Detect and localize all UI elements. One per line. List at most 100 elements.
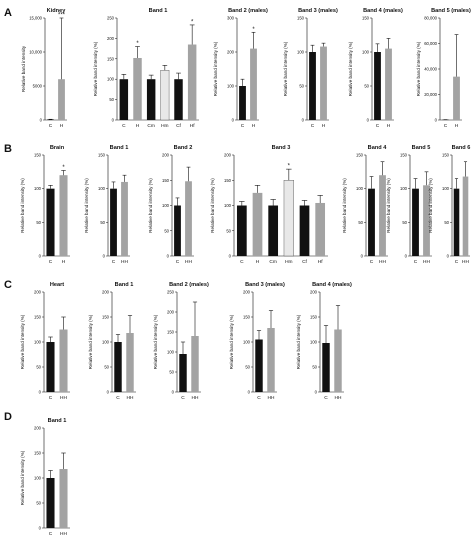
y-tick-label: 100 — [102, 340, 110, 345]
panel-letter-b: B — [4, 143, 12, 155]
chart-13: Heart Relative band intensity (%) 0 50 100 15… — [20, 282, 70, 401]
bar — [255, 339, 263, 392]
chart-title: Band 6 — [452, 145, 471, 151]
y-tick-label: 100 — [227, 84, 235, 89]
category-label: Cm — [269, 259, 276, 265]
y-axis-label: Relative band intensity (%) — [229, 314, 234, 369]
chart-14: Band 1 Relative band intensity (%) 0 50 100 1… — [88, 282, 136, 401]
y-axis-label: Relative band intensity (%) — [20, 450, 25, 505]
category-label: C — [122, 123, 126, 129]
bar — [315, 202, 326, 256]
category-label: H — [387, 123, 391, 129]
y-tick-label: 200 — [107, 36, 115, 41]
bar — [59, 175, 68, 256]
y-tick-label: 150 — [98, 153, 106, 158]
chart-17: Band 4 (males) Relative band intensity (%… — [296, 282, 352, 401]
category-label: Hf — [318, 259, 323, 265]
significance-annotation: * — [136, 41, 139, 47]
category-label: Cf — [176, 123, 181, 129]
bar — [59, 329, 68, 392]
bar — [239, 86, 246, 120]
chart-18: Band 1 Relative band intensity (%) 0 50 100 1… — [20, 418, 70, 537]
chart-title: Band 5 (males) — [431, 8, 471, 14]
category-label: H — [136, 123, 140, 129]
y-axis-label: Relative band intensity (%) — [428, 178, 433, 233]
bar — [58, 79, 65, 120]
category-label: HH — [335, 395, 342, 401]
category-label: C — [311, 123, 315, 129]
category-label: C — [324, 395, 328, 401]
y-tick-label: 50 — [104, 365, 109, 370]
bar — [283, 180, 294, 257]
category-label: HH — [379, 259, 386, 265]
y-tick-label: 50 — [226, 228, 231, 233]
y-tick-label: 200 — [34, 426, 42, 431]
chart-5: Band 5 (males) Relative band intensity (%… — [416, 8, 471, 129]
y-axis-label: Relative band intensity (%) — [416, 41, 421, 96]
y-tick-label: 80,000 — [424, 16, 437, 21]
category-label: Hf — [190, 123, 195, 129]
y-tick-label: 40,000 — [424, 67, 437, 72]
y-tick-label: 15,000 — [29, 16, 42, 21]
bar — [453, 188, 460, 256]
category-label: HH — [192, 395, 199, 401]
y-tick-label: 150 — [400, 153, 408, 158]
y-tick-label: 0 — [167, 254, 170, 259]
y-axis-label: Relative band intensity (%) — [84, 178, 89, 233]
y-tick-label: 150 — [297, 16, 305, 21]
y-tick-label: 250 — [167, 290, 175, 295]
category-label: C — [49, 395, 53, 401]
y-tick-label: 100 — [34, 340, 42, 345]
chart-12: Band 6 Relative band intensity (%) 0 50 100 1… — [428, 145, 470, 265]
y-tick-label: 200 — [162, 153, 170, 158]
bar — [47, 119, 54, 120]
chart-title: Band 1 — [110, 145, 129, 151]
bar — [114, 342, 122, 392]
y-axis-label: Relative band intensity (%) — [348, 41, 353, 96]
category-label: HH — [423, 259, 430, 265]
y-tick-label: 200 — [224, 153, 232, 158]
y-tick-label: 10,000 — [29, 50, 42, 55]
y-tick-label: 50 — [444, 220, 449, 225]
y-tick-label: 0 — [229, 254, 232, 259]
y-tick-label: 50 — [364, 84, 369, 89]
y-tick-label: 50 — [312, 365, 317, 370]
category-label: C — [414, 259, 418, 265]
chart-title: Band 4 — [368, 145, 388, 151]
y-tick-label: 100 — [98, 186, 106, 191]
bar — [268, 205, 279, 256]
category-label: H — [455, 123, 459, 129]
bar — [46, 188, 55, 256]
y-tick-label: 50 — [100, 220, 105, 225]
chart-6: Brain Relative band intensity (%) 0 50 100 15… — [20, 145, 70, 265]
y-tick-label: 150 — [310, 315, 318, 320]
chart-title: Band 4 (males) — [312, 282, 352, 288]
y-tick-label: 100 — [167, 350, 175, 355]
category-label: Hm — [285, 259, 292, 265]
bar — [121, 181, 128, 256]
bar — [309, 52, 316, 120]
y-axis-label: Relative band intensity (%) — [386, 178, 391, 233]
y-axis-label: Relative band intensity (%) — [148, 178, 153, 233]
y-tick-label: 50 — [36, 501, 41, 506]
bar — [374, 52, 381, 120]
chart-1: Band 1 Relative band intensity (%) 0 50 100 1… — [93, 8, 199, 129]
y-tick-label: 0 — [107, 390, 110, 395]
y-axis-label: Relative band intensity (%) — [283, 41, 288, 96]
y-tick-label: 50 — [109, 97, 114, 102]
y-tick-label: 50 — [402, 220, 407, 225]
y-tick-label: 0 — [302, 118, 305, 123]
chart-title: Band 5 — [412, 145, 431, 151]
category-label: C — [257, 395, 261, 401]
chart-4: Band 4 (males) Relative band intensity (%… — [348, 8, 403, 129]
y-tick-label: 150 — [442, 153, 450, 158]
bar — [185, 181, 192, 256]
bar — [187, 44, 197, 120]
bar — [174, 79, 183, 120]
bar — [320, 46, 327, 121]
chart-title: Band 1 — [115, 282, 134, 288]
y-axis-label: Relative band intensity — [21, 45, 26, 92]
y-tick-label: 100 — [442, 186, 450, 191]
significance-annotation: * — [62, 165, 65, 171]
